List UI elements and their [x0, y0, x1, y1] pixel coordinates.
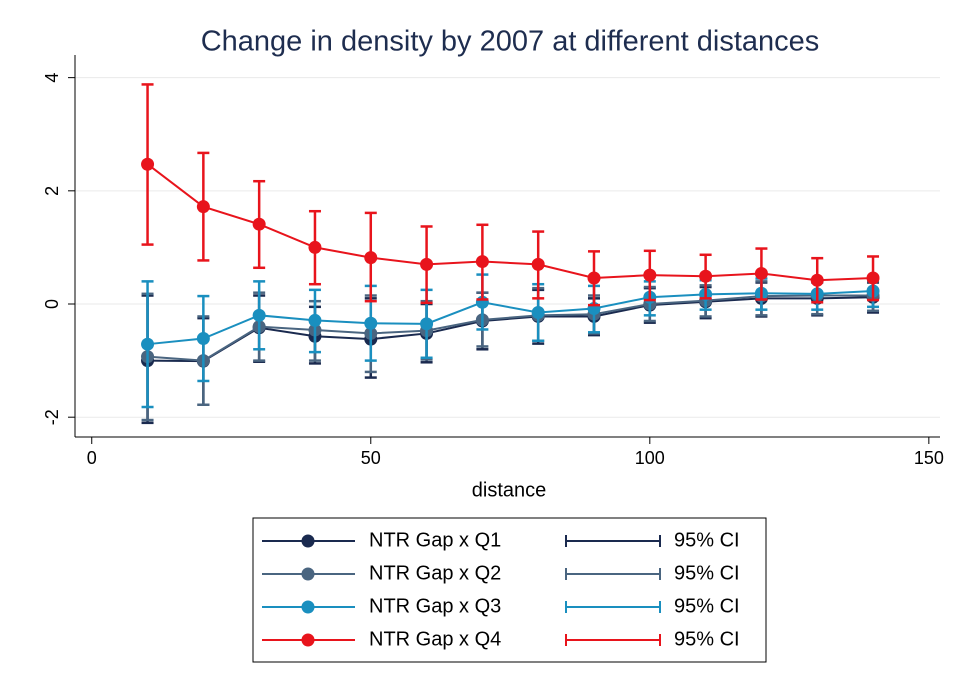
legend-marker: [301, 534, 315, 548]
y-tick-label: 4: [42, 73, 62, 83]
legend-ci-label: 95% CI: [674, 562, 740, 584]
marker: [252, 308, 266, 322]
y-tick-label: -2: [42, 409, 62, 425]
series-line: [146, 163, 874, 282]
legend-ci: [565, 535, 661, 547]
y-tick-label: 0: [42, 299, 62, 309]
marker: [420, 257, 434, 271]
legend-ci: [565, 634, 661, 646]
legend-ci: [565, 568, 661, 580]
legend-ci: [565, 601, 661, 613]
marker: [196, 332, 210, 346]
marker: [141, 157, 155, 171]
legend-label: NTR Gap x Q1: [369, 529, 501, 551]
marker: [420, 317, 434, 331]
legend-ci-label: 95% CI: [674, 595, 740, 617]
marker: [754, 266, 768, 280]
chart-title: Change in density by 2007 at different d…: [201, 26, 820, 58]
y-tick-label: 2: [42, 186, 62, 196]
marker: [531, 257, 545, 271]
legend-label: NTR Gap x Q3: [369, 595, 501, 617]
marker: [699, 269, 713, 283]
marker: [866, 271, 880, 285]
series-line: [147, 296, 874, 363]
marker: [364, 251, 378, 265]
series-line: [147, 289, 874, 346]
marker: [531, 305, 545, 319]
x-axis-label: distance: [472, 479, 547, 501]
x-tick-label: 150: [914, 448, 944, 468]
legend-label: NTR Gap x Q2: [369, 562, 501, 584]
marker: [587, 271, 601, 285]
x-tick-label: 0: [87, 448, 97, 468]
marker: [643, 268, 657, 282]
legend-ci-label: 95% CI: [674, 628, 740, 650]
x-tick-label: 100: [635, 448, 665, 468]
legend-marker: [301, 567, 315, 581]
x-tick-label: 50: [361, 448, 381, 468]
legend-ci-label: 95% CI: [674, 529, 740, 551]
legend-marker: [301, 600, 315, 614]
legend-marker: [301, 633, 315, 647]
series-line: [147, 294, 874, 362]
marker: [196, 200, 210, 214]
marker: [141, 337, 155, 351]
marker: [810, 273, 824, 287]
marker: [475, 255, 489, 269]
marker: [308, 240, 322, 254]
legend-label: NTR Gap x Q4: [369, 628, 501, 650]
marker: [308, 313, 322, 327]
marker: [252, 217, 266, 231]
marker: [364, 316, 378, 330]
